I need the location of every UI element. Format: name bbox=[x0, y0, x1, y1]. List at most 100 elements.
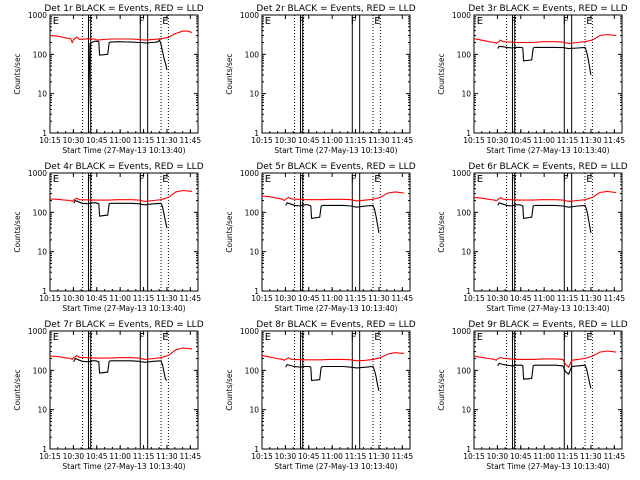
series-line-events bbox=[497, 362, 592, 389]
plot-frame bbox=[261, 330, 411, 450]
x-tick-label: 11:15 bbox=[557, 294, 579, 303]
y-tick-label: 10 bbox=[461, 248, 471, 257]
y-tick-label: 10 bbox=[37, 90, 47, 99]
y-tick-label: 100 bbox=[33, 366, 48, 375]
event-marker: F bbox=[351, 16, 357, 27]
event-marker: F bbox=[299, 332, 305, 343]
plot-frame bbox=[473, 172, 623, 292]
y-tick-label: 100 bbox=[33, 208, 48, 217]
x-tick-label: 10:45 bbox=[298, 294, 320, 303]
x-tick-label: 10:15 bbox=[39, 136, 61, 145]
x-tick-label: 11:30 bbox=[368, 136, 390, 145]
x-tick-label: 11:15 bbox=[345, 136, 367, 145]
x-tick-label: 10:15 bbox=[463, 294, 485, 303]
y-tick-label: 1000 bbox=[28, 169, 47, 178]
chart-panel-7: Det 7r BLACK = Events, RED = LLD 1 10 100 10… bbox=[13, 320, 204, 471]
x-tick-label: 10:45 bbox=[510, 136, 532, 145]
x-tick-label: 10:30 bbox=[275, 452, 297, 461]
x-tick-label: 11:00 bbox=[321, 136, 343, 145]
x-tick-label: 11:15 bbox=[133, 136, 155, 145]
series-line-events bbox=[73, 199, 168, 229]
chart-panel-9: Det 9r BLACK = Events, RED = LLD 1 10 100 10… bbox=[437, 320, 628, 471]
y-tick-label: 1 bbox=[466, 129, 471, 138]
x-tick-label: 11:00 bbox=[109, 452, 131, 461]
x-tick-label: 10:15 bbox=[251, 452, 273, 461]
y-tick-label: 1000 bbox=[452, 169, 471, 178]
series-line-lld bbox=[473, 190, 617, 202]
series-line-events bbox=[497, 202, 592, 233]
x-tick-label: 10:45 bbox=[298, 452, 320, 461]
y-tick-label: 10 bbox=[249, 248, 259, 257]
event-marker: F bbox=[139, 332, 145, 343]
x-tick-label: 11:45 bbox=[603, 136, 625, 145]
y-tick-label: 100 bbox=[245, 366, 260, 375]
y-axis-label: Counts/sec bbox=[437, 53, 446, 94]
y-tick-label: 1000 bbox=[240, 11, 259, 20]
y-tick-label: 1 bbox=[42, 445, 47, 454]
chart-panel-2: Det 2r BLACK = Events, RED = LLD 1 10 100 10… bbox=[225, 4, 416, 155]
x-tick-label: 11:45 bbox=[603, 452, 625, 461]
x-tick-label: 11:45 bbox=[391, 136, 413, 145]
event-marker: E bbox=[162, 332, 168, 343]
plot-frame bbox=[261, 14, 411, 134]
y-tick-label: 100 bbox=[33, 50, 48, 59]
event-marker: F bbox=[511, 174, 517, 185]
event-marker: E bbox=[53, 332, 59, 343]
y-tick-label: 1000 bbox=[240, 327, 259, 336]
x-tick-label: 11:00 bbox=[109, 294, 131, 303]
y-axis-label: Counts/sec bbox=[13, 211, 22, 252]
x-tick-label: 10:45 bbox=[86, 294, 108, 303]
event-marker: E bbox=[477, 332, 483, 343]
y-tick-label: 10 bbox=[461, 90, 471, 99]
event-marker: E bbox=[265, 332, 271, 343]
x-tick-label: 11:45 bbox=[179, 136, 201, 145]
series-line-lld bbox=[49, 347, 193, 361]
event-marker: E bbox=[477, 16, 483, 27]
x-tick-label: 11:15 bbox=[345, 294, 367, 303]
series-line-lld bbox=[49, 189, 193, 203]
chart-title: Det 9r BLACK = Events, RED = LLD bbox=[468, 320, 627, 330]
x-tick-label: 11:15 bbox=[133, 294, 155, 303]
event-marker: F bbox=[139, 174, 145, 185]
y-tick-label: 100 bbox=[457, 50, 472, 59]
x-tick-label: 11:30 bbox=[580, 136, 602, 145]
x-tick-label: 11:15 bbox=[557, 452, 579, 461]
event-marker: E bbox=[374, 174, 380, 185]
event-marker: F bbox=[299, 16, 305, 27]
x-axis-label: Start Time (27-May-13 10:13:40) bbox=[62, 146, 185, 155]
x-tick-label: 11:00 bbox=[533, 136, 555, 145]
x-tick-label: 10:30 bbox=[275, 136, 297, 145]
plot-frame bbox=[49, 14, 199, 134]
y-tick-label: 10 bbox=[37, 406, 47, 415]
x-axis-label: Start Time (27-May-13 10:13:40) bbox=[486, 146, 609, 155]
event-marker: F bbox=[87, 174, 93, 185]
y-tick-label: 1 bbox=[466, 287, 471, 296]
x-tick-label: 11:45 bbox=[179, 294, 201, 303]
event-marker: F bbox=[351, 332, 357, 343]
x-tick-label: 11:45 bbox=[179, 452, 201, 461]
x-tick-label: 10:30 bbox=[63, 136, 85, 145]
y-tick-label: 100 bbox=[457, 366, 472, 375]
x-tick-label: 11:30 bbox=[580, 452, 602, 461]
series-line-events bbox=[73, 357, 168, 381]
series-line-lld bbox=[473, 350, 617, 369]
y-tick-label: 10 bbox=[249, 90, 259, 99]
y-tick-label: 1000 bbox=[452, 11, 471, 20]
chart-panel-1: Det 1r BLACK = Events, RED = LLD 1 10 100 10… bbox=[13, 4, 204, 155]
x-tick-label: 10:45 bbox=[86, 136, 108, 145]
series-line-events bbox=[285, 202, 380, 233]
x-tick-label: 10:45 bbox=[298, 136, 320, 145]
series-line-events bbox=[87, 39, 168, 110]
x-axis-label: Start Time (27-May-13 10:13:40) bbox=[486, 304, 609, 313]
event-marker: F bbox=[563, 16, 569, 27]
x-tick-label: 10:45 bbox=[510, 294, 532, 303]
x-tick-label: 11:30 bbox=[368, 452, 390, 461]
series-line-lld bbox=[473, 33, 617, 45]
y-tick-label: 10 bbox=[249, 406, 259, 415]
x-tick-label: 11:00 bbox=[109, 136, 131, 145]
event-marker: E bbox=[477, 174, 483, 185]
x-tick-label: 11:00 bbox=[321, 294, 343, 303]
event-marker: E bbox=[162, 174, 168, 185]
x-tick-label: 11:15 bbox=[557, 136, 579, 145]
chart-title: Det 8r BLACK = Events, RED = LLD bbox=[256, 320, 415, 330]
